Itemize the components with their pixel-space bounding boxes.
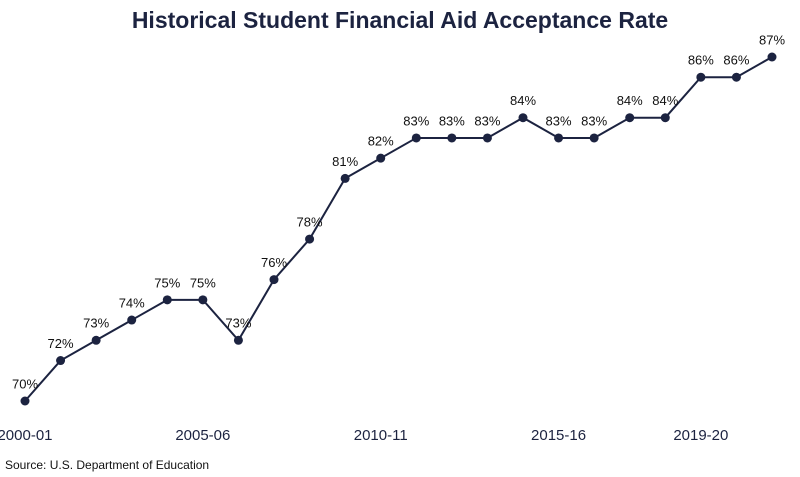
source-note: Source: U.S. Department of Education — [5, 458, 209, 472]
data-label: 83% — [581, 113, 607, 128]
data-point — [447, 133, 457, 143]
x-tick-label: 2019-20 — [673, 427, 728, 444]
data-point — [198, 295, 208, 305]
chart-title: Historical Student Financial Aid Accepta… — [132, 7, 668, 33]
data-label: 78% — [297, 215, 323, 230]
data-label: 76% — [261, 255, 287, 270]
data-point — [56, 356, 66, 366]
data-label: 84% — [617, 93, 643, 108]
data-point — [340, 173, 350, 183]
x-tick-label: 2015-16 — [531, 427, 586, 444]
x-tick-label: 2000-01 — [0, 427, 53, 444]
data-label: 75% — [154, 275, 180, 290]
data-label: 73% — [83, 316, 109, 331]
data-label: 83% — [439, 113, 465, 128]
data-label: 86% — [723, 53, 749, 68]
data-label: 72% — [48, 336, 74, 351]
data-label: 83% — [546, 113, 572, 128]
data-point — [91, 335, 101, 345]
data-label: 84% — [510, 93, 536, 108]
data-point — [518, 113, 528, 123]
data-point — [411, 133, 421, 143]
data-label: 82% — [368, 134, 394, 149]
x-tick-label: 2010-11 — [354, 427, 408, 444]
data-point — [482, 133, 492, 143]
data-point — [554, 133, 564, 143]
data-point — [233, 335, 243, 345]
data-point — [127, 315, 137, 325]
data-label: 70% — [12, 376, 38, 391]
data-point — [625, 113, 635, 123]
data-point — [589, 133, 599, 143]
data-label: 73% — [225, 316, 251, 331]
data-point — [731, 72, 741, 82]
data-point — [305, 234, 315, 244]
data-label: 74% — [119, 295, 145, 310]
data-point — [376, 153, 386, 163]
data-line — [24, 56, 773, 402]
data-label: 83% — [403, 113, 429, 128]
data-label: 84% — [652, 93, 678, 108]
data-point — [767, 52, 777, 62]
data-label: 81% — [332, 154, 358, 169]
data-point — [696, 72, 706, 82]
data-label: 86% — [688, 53, 714, 68]
data-point — [20, 396, 30, 406]
data-label: 75% — [190, 275, 216, 290]
data-label: 83% — [474, 113, 500, 128]
data-point — [269, 275, 279, 285]
data-label: 87% — [759, 32, 785, 47]
data-point — [660, 113, 670, 123]
x-tick-label: 2005-06 — [175, 427, 230, 444]
data-point — [162, 295, 172, 305]
